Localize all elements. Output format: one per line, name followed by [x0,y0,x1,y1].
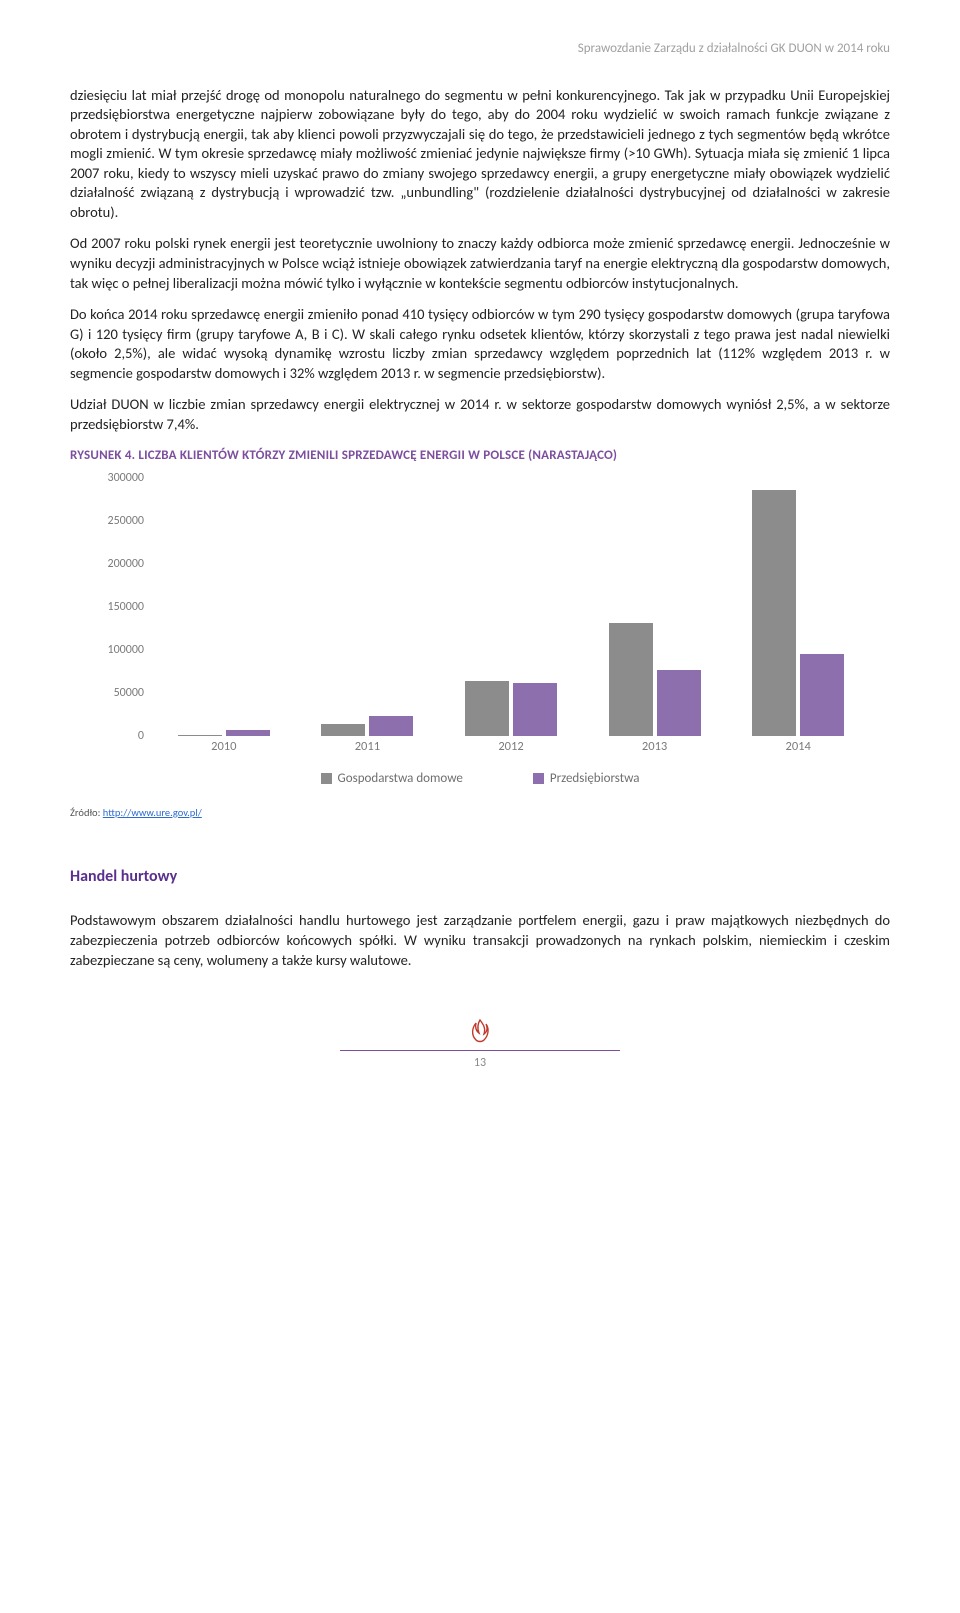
chart-legend: Gospodarstwa domowe Przedsiębiorstwa [90,770,870,788]
x-axis-label: 2013 [600,739,710,756]
bar-group: 2011 [312,716,422,736]
bar-chart: 050000100000150000200000250000300000 201… [90,478,870,758]
y-axis-tick: 250000 [108,513,145,529]
y-axis-tick: 150000 [108,599,145,615]
page-number: 13 [70,1055,890,1071]
bar [321,724,365,736]
bar [369,716,413,736]
paragraph-3: Do końca 2014 roku sprzedawcę energii zm… [70,305,890,383]
legend-swatch-icon [533,773,544,784]
paragraph-5: Podstawowym obszarem działalności handlu… [70,911,890,970]
legend-label: Przedsiębiorstwa [550,770,640,788]
bar [226,730,270,736]
flame-icon [470,1018,490,1050]
chart-container: 050000100000150000200000250000300000 201… [90,478,870,788]
chart-title-lead: RYSUNEK 4. [70,448,135,463]
y-axis-tick: 300000 [108,470,145,486]
bar [178,735,222,736]
paragraph-4: Udział DUON w liczbie zmian sprzedawcy e… [70,395,890,434]
y-axis-tick: 50000 [114,685,144,701]
paragraph-1: dziesięciu lat miał przejść drogę od mon… [70,86,890,223]
source-link[interactable]: http://www.ure.gov.pl/ [103,806,202,819]
bar-group: 2013 [600,623,710,737]
y-axis: 050000100000150000200000250000300000 [90,478,146,736]
chart-title: RYSUNEK 4. LICZBA KLIENTÓW KTÓRZY ZMIENI… [70,447,890,465]
bar-group: 2012 [456,681,566,736]
bar [465,681,509,736]
bar-group: 2014 [743,490,853,736]
bar [513,683,557,736]
plot-area: 2010 2011 2012 2013 2014 [152,478,870,736]
legend-item-enterprises: Przedsiębiorstwa [533,770,640,788]
bar [800,654,844,736]
x-axis-label: 2011 [312,739,422,756]
x-axis-label: 2012 [456,739,566,756]
chart-title-rest: LICZBA KLIENTÓW KTÓRZY ZMIENILI SPRZEDAW… [135,448,617,463]
bar [752,490,796,736]
y-axis-tick: 0 [138,728,144,744]
page-header: Sprawozdanie Zarządu z działalności GK D… [70,40,890,58]
legend-swatch-icon [321,773,332,784]
bar [657,670,701,736]
page-footer: 13 [70,1018,890,1071]
chart-source: Źródło: http://www.ure.gov.pl/ [70,806,890,820]
footer-rule [340,1050,620,1051]
paragraph-2: Od 2007 roku polski rynek energii jest t… [70,234,890,293]
bar [609,623,653,737]
x-axis-label: 2010 [169,739,279,756]
y-axis-tick: 100000 [108,642,145,658]
x-axis-label: 2014 [743,739,853,756]
legend-label: Gospodarstwa domowe [338,770,463,788]
source-prefix: Źródło: [70,806,103,819]
bar-group: 2010 [169,730,279,736]
legend-item-households: Gospodarstwa domowe [321,770,463,788]
section-heading: Handel hurtowy [70,866,890,888]
y-axis-tick: 200000 [108,556,145,572]
